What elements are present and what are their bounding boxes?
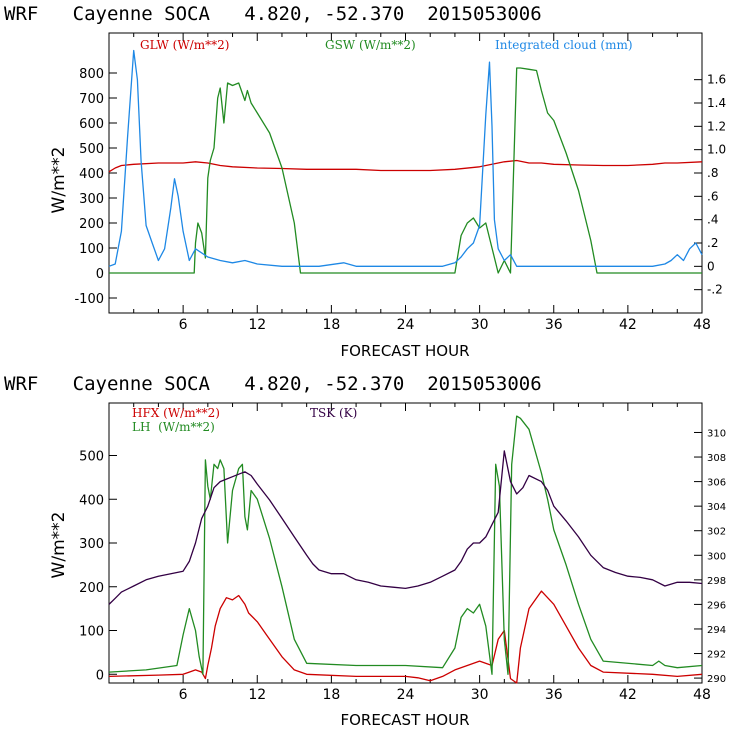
chart-top-y-tick-label: 0 <box>96 267 104 282</box>
series-glw-line <box>108 159 703 173</box>
legend-glw: GLW (W/m**2) <box>140 38 229 52</box>
chart-bottom-axes: 6 12 18 24 30 36 42 48 0 100 200 300 400 500 290 292 294… <box>79 403 726 703</box>
chart-bottom-title: WRF Cayenne SOCA 4.820, -52.370 20150530… <box>4 373 542 395</box>
chart-bottom-y2-tick-label: 294 <box>707 625 726 636</box>
chart-bottom-y-tick-label: 400 <box>79 493 104 508</box>
chart-bottom-series <box>108 415 703 684</box>
series-tsk-line <box>108 450 703 605</box>
chart-bottom-y2-tick-label: 298 <box>707 576 726 587</box>
chart-top-y2-tick-label: .4 <box>707 213 718 227</box>
chart-bottom-y2-tick-label: 308 <box>707 453 726 464</box>
chart-top: WRF Cayenne SOCA 4.820, -52.370 20150530… <box>4 3 726 360</box>
chart-bottom-x-tick-label: 24 <box>397 687 415 703</box>
chart-bottom-y-tick-label: 100 <box>79 625 104 640</box>
chart-bottom-x-tick-label: 48 <box>693 687 711 703</box>
legend-gsw: GSW (W/m**2) <box>325 38 416 52</box>
chart-top-y-tick-label: 800 <box>79 67 104 82</box>
chart-bottom-x-tick-label: 42 <box>619 687 637 703</box>
series-gsw-line <box>109 67 702 274</box>
chart-top-y2-tick-label: 1.0 <box>707 143 726 157</box>
chart-top-y-tick-label: 400 <box>79 167 104 182</box>
chart-top-plot-frame <box>108 32 703 314</box>
chart-bottom-xlabel: FORECAST HOUR <box>340 711 469 729</box>
chart-top-x-tick-label: 48 <box>693 317 711 333</box>
chart-bottom-x-tick-label: 12 <box>248 687 266 703</box>
chart-bottom-y2-tick-label: 306 <box>707 478 726 489</box>
chart-top-axes: 6 12 18 24 30 36 42 48 -100 0 100 200 300 400 500 600 70… <box>74 33 726 333</box>
chart-top-y2-tick-label: .6 <box>707 189 718 203</box>
chart-top-x-tick-label: 12 <box>248 317 266 333</box>
chart-bottom-y-tick-label: 0 <box>96 668 104 683</box>
chart-top-y-tick-label: -100 <box>74 292 104 307</box>
chart-bottom-x-tick-label: 18 <box>322 687 340 703</box>
chart-top-y-tick-label: 200 <box>79 217 104 232</box>
chart-top-x-tick-label: 42 <box>619 317 637 333</box>
series-cloud-line <box>108 49 703 267</box>
chart-top-y-tick-label: 100 <box>79 242 104 257</box>
chart-top-y2-tick-label: .2 <box>707 236 718 250</box>
chart-bottom-ylabel: W/m**2 <box>49 512 69 579</box>
legend-hfx: HFX (W/m**2) <box>132 406 220 420</box>
chart-top-xlabel: FORECAST HOUR <box>340 342 469 360</box>
chart-bottom-y2-tick-label: 296 <box>707 600 726 611</box>
chart-top-x-tick-label: 24 <box>397 317 415 333</box>
series-hfx-line <box>108 590 703 684</box>
chart-top-x-tick-label: 18 <box>322 317 340 333</box>
chart-top-y2-tick-label: 1.2 <box>707 119 726 133</box>
chart-bottom-y2-tick-label: 290 <box>707 674 726 685</box>
chart-top-y-tick-label: 700 <box>79 92 104 107</box>
legend-cloud: Integrated cloud (mm) <box>495 38 633 52</box>
chart-bottom-y2-tick-label: 300 <box>707 551 726 562</box>
chart-bottom-plot-frame <box>108 402 703 684</box>
chart-bottom-y-tick-label: 300 <box>79 537 104 552</box>
chart-top-y2-tick-label: -.2 <box>707 283 723 297</box>
chart-bottom-x-tick-label: 30 <box>471 687 489 703</box>
chart-top-title: WRF Cayenne SOCA 4.820, -52.370 20150530… <box>4 3 542 25</box>
chart-top-y-tick-label: 300 <box>79 192 104 207</box>
legend-lh: LH (W/m**2) <box>132 420 215 434</box>
chart-top-y2-tick-label: 0 <box>707 259 715 273</box>
chart-bottom-y2-tick-label: 302 <box>707 527 726 538</box>
chart-top-x-tick-label: 36 <box>545 317 563 333</box>
chart-top-y2-tick-label: 1.6 <box>707 73 726 87</box>
chart-bottom-y-tick-label: 200 <box>79 581 104 596</box>
chart-bottom-y-tick-label: 500 <box>79 450 104 465</box>
chart-top-ylabel: W/m**2 <box>49 147 69 214</box>
series-lh-line <box>108 415 703 675</box>
chart-top-y-tick-label: 600 <box>79 117 104 132</box>
chart-top-y2-tick-label: .8 <box>707 166 718 180</box>
chart-top-series <box>108 49 703 274</box>
chart-bottom-y2-tick-label: 292 <box>707 650 726 661</box>
chart-bottom-y2-tick-label: 304 <box>707 502 726 513</box>
legend-tsk: TSK (K) <box>310 406 357 420</box>
chart-bottom-x-tick-label: 36 <box>545 687 563 703</box>
chart-bottom-y2-tick-label: 310 <box>707 428 726 439</box>
chart-top-x-tick-label: 6 <box>179 317 188 333</box>
chart-top-x-tick-label: 30 <box>471 317 489 333</box>
chart-bottom-x-tick-label: 6 <box>179 687 188 703</box>
chart-top-y-tick-label: 500 <box>79 142 104 157</box>
chart-top-y2-tick-label: 1.4 <box>707 96 726 110</box>
chart-bottom: WRF Cayenne SOCA 4.820, -52.370 20150530… <box>4 373 726 729</box>
